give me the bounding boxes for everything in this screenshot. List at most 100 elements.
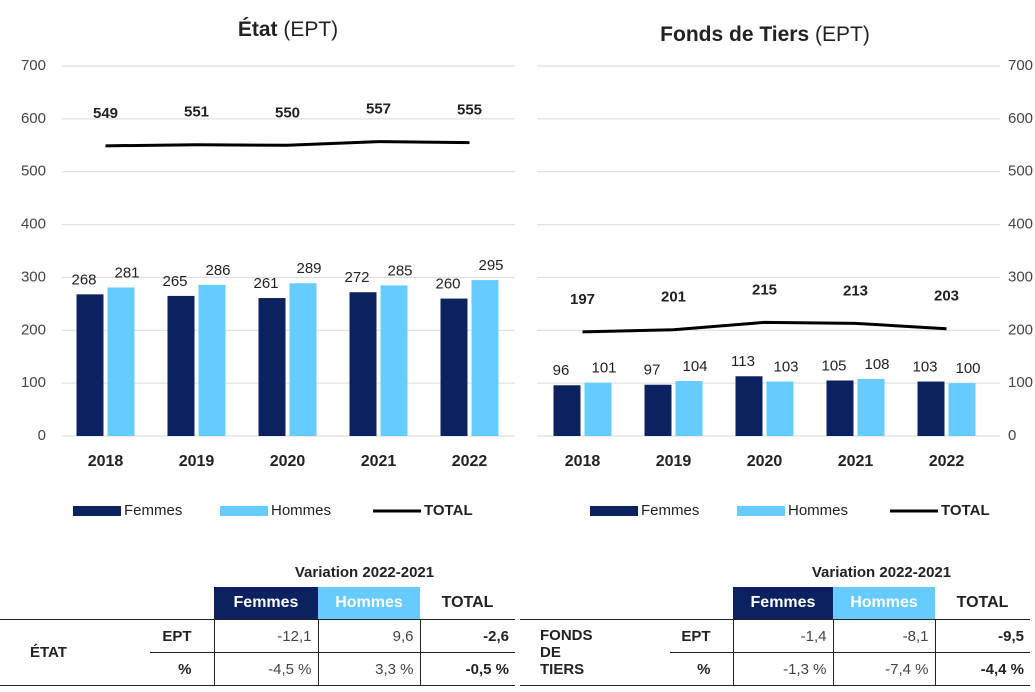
bar	[440, 298, 468, 436]
line-value-label: 549	[93, 105, 118, 122]
bar-value-label: 104	[682, 358, 707, 375]
chart-title: État (EPT)	[238, 18, 338, 41]
line-value-label: 555	[457, 102, 482, 119]
title-main: État	[238, 18, 278, 41]
header-row: Femmes Hommes TOTAL	[0, 587, 515, 620]
table-title: Variation 2022-2021	[294, 564, 435, 581]
row-label: %	[150, 652, 214, 686]
bar-value-label: 285	[387, 262, 412, 279]
cell: -9,5	[934, 619, 1030, 653]
variation-table: Variation 2022-2021 Femmes Hommes TOTAL ÉTAT…	[0, 560, 515, 686]
bar	[289, 283, 317, 436]
row-label: EPT	[150, 619, 214, 653]
row-group: FONDS DE TIERS	[520, 619, 670, 686]
legend-label: Hommes	[271, 502, 331, 519]
bar-value-label: 100	[955, 360, 980, 377]
legend-label: Femmes	[124, 502, 182, 519]
bar-value-label: 265	[162, 273, 187, 290]
bar-value-label: 268	[71, 271, 96, 288]
data-row: % -1,3 % -7,4 % -4,4 %	[520, 652, 1030, 686]
bar-value-label: 97	[644, 362, 661, 379]
x-tick-label: 2018	[565, 453, 601, 470]
cell: -8,1	[832, 619, 935, 653]
cell: -1,4	[732, 619, 833, 653]
bar	[198, 284, 226, 436]
bar	[735, 376, 763, 436]
cell: -7,4 %	[832, 652, 935, 686]
y-tick-label: 300	[21, 268, 46, 285]
row-label: %	[670, 652, 733, 686]
bar	[826, 380, 854, 436]
bar-value-label: 105	[821, 357, 846, 374]
total-line	[105, 140, 470, 148]
bar-value-label: 281	[114, 264, 139, 281]
blank	[520, 587, 670, 620]
y-tick-label: 400	[1008, 216, 1033, 233]
column-header: Femmes	[733, 587, 833, 620]
chart-title: Fonds de Tiers (EPT)	[660, 23, 870, 46]
line-value-label: 197	[570, 291, 595, 308]
y-tick-label: 600	[21, 110, 46, 127]
bar	[258, 298, 286, 436]
y-tick-label: 600	[1008, 110, 1033, 127]
bar	[948, 383, 976, 436]
legend-label: TOTAL	[424, 502, 473, 519]
bar	[917, 381, 945, 436]
row-label: EPT	[670, 619, 733, 653]
cell: -0,5 %	[419, 652, 515, 686]
row-group: ÉTAT	[0, 619, 150, 686]
column-header: TOTAL	[935, 587, 1030, 620]
x-tick-label: 2021	[361, 453, 397, 470]
legend-swatch	[737, 506, 785, 516]
bar-value-label: 96	[553, 362, 570, 379]
title-main: Fonds de Tiers	[660, 23, 809, 46]
x-tick-label: 2019	[179, 453, 215, 470]
data-row: % -4,5 % 3,3 % -0,5 %	[0, 652, 515, 686]
bar	[76, 294, 104, 436]
x-tick-label: 2018	[88, 453, 124, 470]
bar-value-label: 295	[478, 257, 503, 274]
cell: -1,3 %	[732, 652, 833, 686]
x-tick-label: 2022	[452, 453, 488, 470]
bar	[857, 378, 885, 436]
line-value-label: 550	[275, 104, 300, 121]
x-tick-label: 2022	[929, 453, 965, 470]
legend-swatch	[220, 506, 268, 516]
blank	[670, 587, 733, 620]
title-unit: (EPT)	[815, 23, 870, 46]
bar	[107, 287, 135, 436]
y-tick-label: 500	[1008, 163, 1033, 180]
y-tick-label: 500	[21, 163, 46, 180]
y-tick-label: 400	[21, 216, 46, 233]
bar	[644, 384, 672, 436]
y-tick-label: 200	[21, 321, 46, 338]
data-row: ÉTAT EPT -12,1 9,6 -2,6	[0, 619, 515, 686]
y-tick-label: 700	[21, 57, 46, 74]
data-row: FONDS DE TIERS EPT -1,4 -8,1 -9,5	[520, 619, 1030, 686]
bar-value-label: 272	[344, 269, 369, 286]
total-line	[582, 320, 947, 334]
bar-value-label: 286	[205, 262, 230, 279]
bar-value-label: 108	[864, 356, 889, 373]
y-tick-label: 700	[1008, 57, 1033, 74]
bar-value-label: 261	[253, 275, 278, 292]
legend-swatch	[73, 506, 121, 516]
bar-value-label: 103	[773, 359, 798, 376]
legend-label: Hommes	[788, 502, 848, 519]
bar-value-label: 289	[296, 260, 321, 277]
line-value-label: 551	[184, 104, 209, 121]
cell: -4,5 %	[213, 652, 318, 686]
cell: -4,4 %	[934, 652, 1030, 686]
header-row: Femmes Hommes TOTAL	[520, 587, 1030, 620]
y-tick-label: 200	[1008, 321, 1033, 338]
x-tick-label: 2020	[270, 453, 306, 470]
bar	[553, 385, 581, 436]
column-header: Femmes	[214, 587, 318, 620]
cell: 9,6	[317, 619, 420, 653]
bar-value-label: 101	[591, 360, 616, 377]
bar-value-label: 260	[435, 276, 460, 293]
cell: -12,1	[213, 619, 318, 653]
table: Femmes Hommes TOTAL ÉTAT EPT -12,1 9,6 -2,6% -4,…	[0, 587, 515, 686]
bar	[167, 295, 195, 436]
